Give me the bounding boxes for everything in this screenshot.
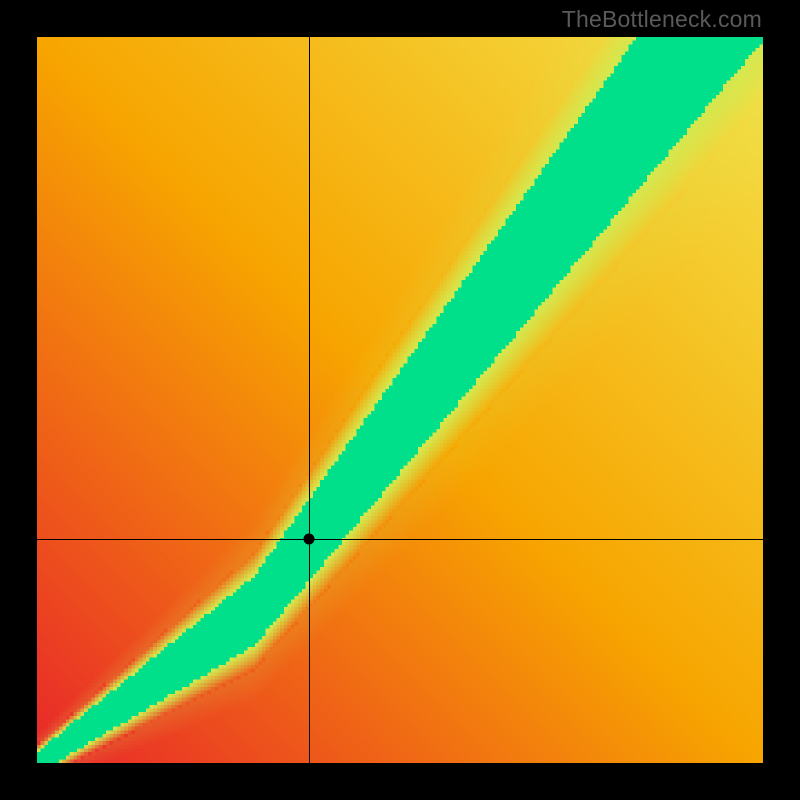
heatmap-plot [37, 37, 763, 763]
crosshair-vertical [309, 37, 310, 763]
heatmap-canvas [37, 37, 763, 763]
data-point-marker [304, 534, 315, 545]
crosshair-horizontal [37, 539, 763, 540]
watermark-text: TheBottleneck.com [562, 6, 762, 33]
